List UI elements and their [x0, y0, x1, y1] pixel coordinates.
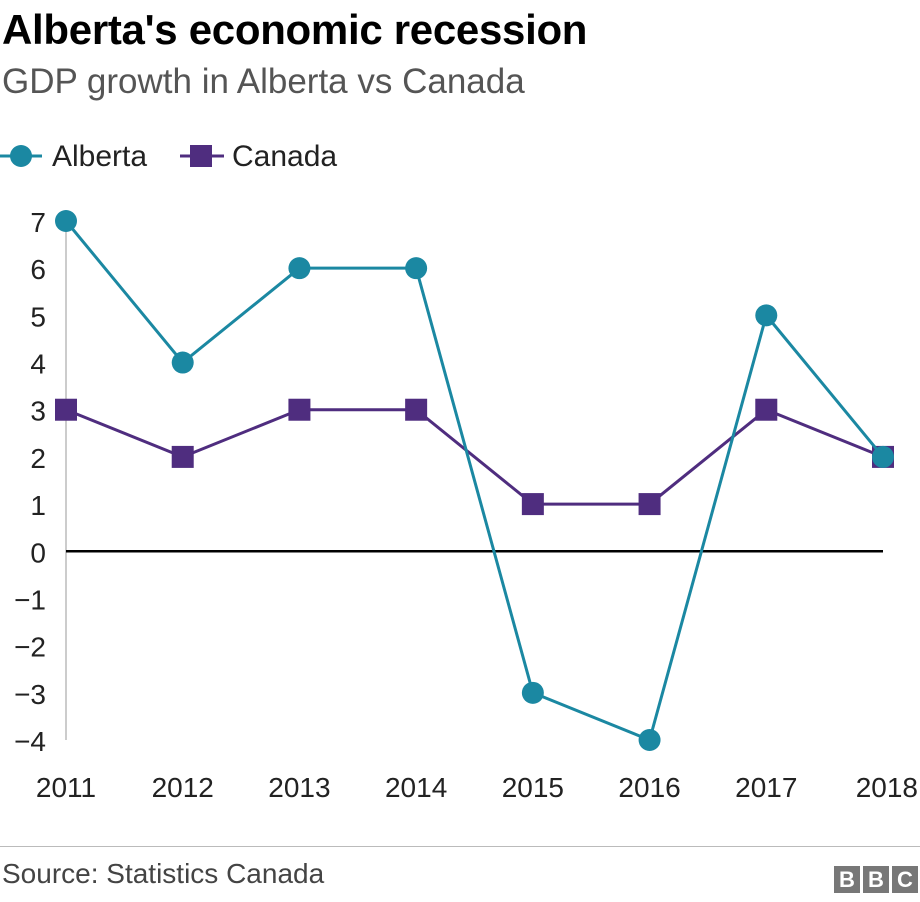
data-point-canada	[521, 493, 544, 516]
y-tick-label: −4	[14, 726, 46, 757]
data-point-alberta	[288, 257, 311, 280]
data-point-canada	[288, 398, 311, 421]
legend-canada-marker-icon	[180, 145, 224, 167]
data-point-alberta	[171, 351, 194, 374]
bbc-logo-letter: C	[892, 866, 918, 893]
chart-subtitle: GDP growth in Alberta vs Canada	[2, 62, 525, 101]
bbc-logo-letter: B	[834, 866, 860, 893]
y-tick-label: 4	[30, 349, 46, 380]
legend-item-alberta: Alberta	[0, 136, 160, 176]
legend-label-canada: Canada	[232, 140, 338, 173]
x-tick-label: 2011	[36, 772, 96, 803]
data-point-alberta	[755, 304, 778, 327]
y-tick-label: 7	[30, 207, 46, 238]
source-note: Source: Statistics Canada	[2, 858, 325, 889]
data-point-canada	[755, 398, 778, 421]
data-point-canada	[55, 398, 77, 421]
y-tick-label: 0	[30, 537, 46, 568]
x-tick-label: 2014	[385, 772, 447, 803]
x-tick-label: 2016	[618, 772, 680, 803]
chart-title: Alberta's economic recession	[2, 6, 588, 53]
data-point-canada	[638, 493, 661, 516]
data-point-alberta	[638, 729, 661, 751]
y-tick-label: −3	[14, 679, 46, 710]
data-point-canada	[405, 398, 428, 421]
data-point-canada	[171, 445, 194, 468]
x-tick-label: 2015	[502, 772, 564, 803]
x-tick-label: 2013	[268, 772, 330, 803]
x-tick-label: 2012	[152, 772, 214, 803]
x-tick-label: 2018	[856, 772, 918, 803]
bbc-logo: B B C	[834, 866, 918, 893]
legend-label-alberta: Alberta	[52, 140, 148, 173]
y-tick-label: 1	[30, 490, 46, 521]
y-tick-label: 5	[30, 301, 46, 332]
data-point-alberta	[521, 681, 544, 704]
legend-alberta-marker-icon	[0, 145, 42, 167]
series-line-alberta	[64, 220, 885, 743]
data-point-alberta	[872, 445, 894, 468]
y-tick-label: −2	[14, 632, 46, 663]
data-point-alberta	[55, 210, 77, 232]
y-tick-label: 3	[30, 396, 46, 427]
y-tick-label: 6	[30, 254, 46, 285]
footer-divider	[0, 846, 920, 847]
data-point-alberta	[405, 257, 428, 280]
bbc-logo-letter: B	[863, 866, 889, 893]
y-tick-label: −1	[14, 584, 46, 615]
line-chart: 7 6 5 4 3 2 1 0 −1 −2 −3 −4 2011 2012 2013 2014 2015 2016…	[14, 207, 918, 803]
legend-item-canada: Canada	[180, 136, 360, 176]
series-line-canada	[65, 408, 884, 506]
y-tick-label: 2	[30, 443, 46, 474]
x-tick-label: 2017	[735, 772, 797, 803]
